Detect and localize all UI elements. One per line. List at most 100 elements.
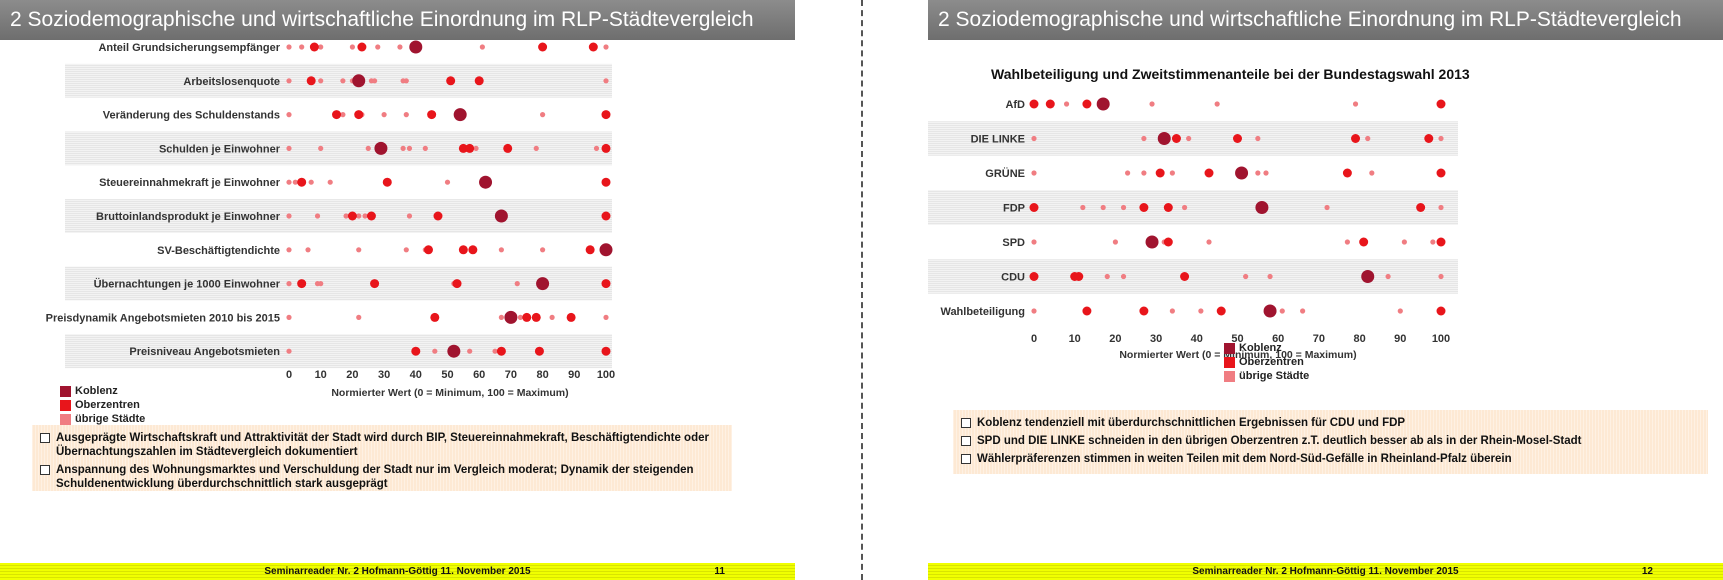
slide-title: 2 Soziodemographische und wirtschaftlich… xyxy=(928,0,1723,40)
x-tick-label: 80 xyxy=(536,369,548,381)
dot-uebrige xyxy=(1198,308,1204,314)
slide-title: 2 Soziodemographische und wirtschaftlich… xyxy=(0,0,795,40)
bullet-box-icon xyxy=(40,433,50,443)
dot-oberzentrum xyxy=(1139,203,1149,212)
dot-uebrige xyxy=(1255,170,1261,176)
dot-uebrige xyxy=(444,179,451,185)
dot-oberzentrum xyxy=(1342,168,1352,178)
dot-uebrige xyxy=(318,78,324,84)
dot-oberzentrum xyxy=(433,211,443,221)
footer-text: Seminarreader Nr. 2 Hofmann-Göttig 11. N… xyxy=(1192,566,1459,577)
dot-oberzentrum xyxy=(1436,306,1446,316)
dot-koblenz xyxy=(1263,304,1277,318)
dot-uebrige xyxy=(406,213,413,219)
dot-oberzentrum xyxy=(430,312,440,322)
dot-koblenz xyxy=(479,175,493,189)
dot-uebrige xyxy=(1344,239,1350,245)
dot-uebrige xyxy=(318,281,324,287)
dot-uebrige xyxy=(397,44,403,50)
dot-uebrige xyxy=(1120,204,1127,211)
dot-koblenz xyxy=(1096,97,1110,111)
dot-uebrige xyxy=(318,44,324,50)
dot-oberzentrum xyxy=(297,279,307,289)
dot-oberzentrum xyxy=(1436,99,1446,109)
legend-label: Koblenz xyxy=(1239,342,1282,354)
dot-oberzentrum xyxy=(1424,134,1434,143)
dot-uebrige xyxy=(1438,135,1444,142)
dot-oberzentrum xyxy=(601,346,611,356)
x-tick-label: 80 xyxy=(1353,333,1365,345)
dot-uebrige xyxy=(1243,273,1249,280)
dot-uebrige xyxy=(403,247,409,253)
dot-oberzentrum xyxy=(601,143,611,153)
dot-koblenz xyxy=(453,108,467,122)
dot-oberzentrum xyxy=(411,346,421,356)
dot-chart-economic-indicators: Anteil Grundsicherungsempfänger Arbeitslo… xyxy=(46,40,615,399)
x-tick-label: 30 xyxy=(378,369,390,381)
dot-oberzentrum xyxy=(534,346,544,356)
x-axis-label: Normierter Wert (0 = Minimum, 100 = Maxi… xyxy=(331,387,568,399)
category-label: CDU xyxy=(1001,272,1025,284)
bullet-box-icon xyxy=(961,454,971,464)
x-tick-label: 10 xyxy=(315,369,327,381)
x-tick-label: 90 xyxy=(1394,333,1406,345)
dot-oberzentrum xyxy=(1416,203,1426,212)
dot-oberzentrum xyxy=(1029,272,1039,281)
dot-uebrige xyxy=(1279,308,1285,314)
dot-uebrige xyxy=(1438,273,1444,280)
legend-label: übrige Städte xyxy=(75,413,146,425)
dot-uebrige xyxy=(1080,204,1086,211)
dot-oberzentrum xyxy=(566,312,576,322)
category-label: Bruttoinlandsprodukt je Einwohner xyxy=(96,211,281,223)
row-stripe-texture xyxy=(65,199,612,233)
dot-uebrige xyxy=(400,145,406,151)
dot-oberzentrum xyxy=(496,346,506,356)
dot-uebrige xyxy=(603,44,609,50)
x-tick-label: 0 xyxy=(286,369,292,381)
dot-uebrige xyxy=(286,247,292,253)
dot-uebrige xyxy=(603,314,609,320)
dot-uebrige xyxy=(406,145,413,151)
dot-uebrige xyxy=(1181,204,1188,211)
dot-uebrige xyxy=(1206,239,1212,245)
bullet-note: Koblenz tendenziell mit überdurchschnitt… xyxy=(957,416,1704,430)
bullet-note: Ausgeprägte Wirtschaftskraft und Attrakt… xyxy=(36,431,728,459)
dot-uebrige xyxy=(533,145,539,151)
dot-uebrige xyxy=(1141,170,1147,176)
dot-oberzentrum xyxy=(468,245,478,255)
dot-koblenz xyxy=(447,344,461,358)
dot-uebrige xyxy=(1263,170,1269,176)
dot-uebrige xyxy=(403,112,409,118)
dot-oberzentrum xyxy=(1359,237,1369,247)
x-tick-label: 60 xyxy=(473,369,485,381)
dot-oberzentrum xyxy=(465,143,475,153)
dot-uebrige xyxy=(381,112,387,118)
dot-koblenz xyxy=(1235,166,1249,180)
dot-uebrige xyxy=(362,213,368,219)
category-label: Steuereinnahmekraft je Einwohner xyxy=(99,177,281,189)
dot-uebrige xyxy=(467,348,473,354)
legend-swatch-koblenz xyxy=(60,385,71,397)
dot-uebrige xyxy=(1300,308,1306,314)
legend-label: Oberzentren xyxy=(75,399,140,411)
dot-uebrige xyxy=(1401,239,1407,245)
dot-oberzentrum xyxy=(1045,99,1055,109)
legend-label: Koblenz xyxy=(75,385,118,397)
dot-uebrige xyxy=(340,78,346,84)
legend-swatch-oberzentren xyxy=(1224,356,1235,368)
legend-swatch-oberzentren xyxy=(60,399,71,411)
category-label: Preisdynamik Angebotsmieten 2010 bis 201… xyxy=(46,312,280,324)
bullet-note: Anspannung des Wohnungsmarktes und Versc… xyxy=(36,463,728,491)
chart-title: Wahlbeteiligung und Zweitstimmenanteile … xyxy=(991,66,1470,82)
dot-oberzentrum xyxy=(538,42,548,52)
dot-uebrige xyxy=(498,314,504,320)
category-label: Wahlbeteiligung xyxy=(940,306,1025,318)
dot-oberzentrum xyxy=(1139,306,1149,316)
x-tick-label: 90 xyxy=(568,369,580,381)
dot-uebrige xyxy=(375,44,381,50)
legend-item-uebrige: übrige Städte xyxy=(60,412,145,426)
chart-legend: Koblenz Oberzentren übrige Städte xyxy=(60,384,145,426)
dot-oberzentrum xyxy=(297,177,307,187)
dot-koblenz xyxy=(1361,270,1375,283)
dot-koblenz xyxy=(374,141,388,155)
